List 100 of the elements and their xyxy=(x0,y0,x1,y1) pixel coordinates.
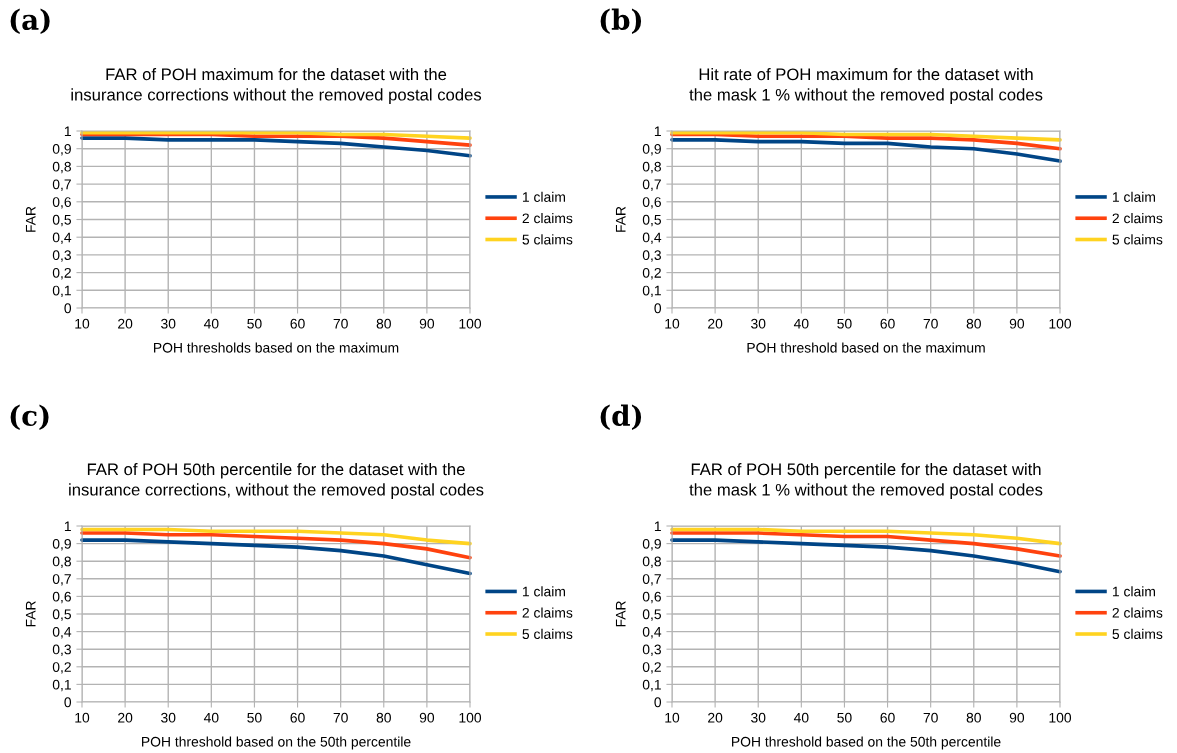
y-tick-label: 1 xyxy=(654,126,661,137)
x-tick-label: 80 xyxy=(966,712,981,723)
x-tick-label: 30 xyxy=(751,712,766,723)
y-tick-label: 0,1 xyxy=(642,679,661,692)
x-axis-title: POH threshold based on the 50th percentile xyxy=(142,736,411,750)
y-tick-label: 1 xyxy=(654,521,661,532)
text: (d) xyxy=(600,404,642,430)
x-tick-label: 20 xyxy=(118,712,133,723)
y-tick-label: 0,8 xyxy=(642,556,661,569)
y-tick-label: 0,4 xyxy=(52,232,72,245)
x-tick-label: 10 xyxy=(75,712,90,723)
y-tick-label: 0,1 xyxy=(642,285,661,298)
x-tick-label: 20 xyxy=(708,712,723,723)
y-tick-label: 0,9 xyxy=(52,144,71,156)
y-tick-label: 0,6 xyxy=(52,591,71,604)
y-tick-label: 0,2 xyxy=(642,267,661,280)
y-tick-label: 0,4 xyxy=(642,626,662,639)
y-tick-label: 0,8 xyxy=(52,161,71,174)
x-tick-label: 50 xyxy=(837,318,852,329)
chart-title: FAR of POH maximum for the dataset with the insurance corrections without the removed postal codes xyxy=(71,68,482,104)
legend-label: 5 claims xyxy=(522,628,573,640)
y-tick-label: 1 xyxy=(64,521,71,532)
x-tick-label: 80 xyxy=(376,318,391,329)
y-axis-title: FAR xyxy=(25,601,36,627)
y-tick-label: 0,8 xyxy=(642,161,661,174)
legend-label: 5 claims xyxy=(1112,234,1163,245)
y-tick-label: 1 xyxy=(64,126,71,137)
y-tick-label: 0,5 xyxy=(642,609,661,621)
x-tick-label: 70 xyxy=(333,712,348,723)
x-tick-label: 30 xyxy=(161,318,176,329)
y-tick-label: 0,7 xyxy=(642,179,661,191)
y-tick-label: 0,7 xyxy=(642,574,661,586)
x-tick-label: 60 xyxy=(880,318,895,329)
x-tick-label: 60 xyxy=(880,712,895,723)
y-tick-label: 0 xyxy=(654,697,662,708)
y-axis-title: FAR xyxy=(615,206,626,232)
y-tick-label: 0,5 xyxy=(52,609,71,621)
x-tick-label: 30 xyxy=(161,712,176,723)
x-tick-label: 90 xyxy=(1009,712,1025,723)
x-tick-label: 60 xyxy=(290,318,305,329)
y-tick-label: 0,2 xyxy=(52,662,71,674)
x-tick-label: 30 xyxy=(751,318,766,329)
y-tick-label: 0,4 xyxy=(642,232,662,245)
y-tick-label: 0,5 xyxy=(642,214,661,227)
text: (b) xyxy=(600,8,642,34)
x-tick-label: 40 xyxy=(203,318,219,329)
x-tick-label: 100 xyxy=(1049,318,1072,329)
y-tick-label: 0,4 xyxy=(52,626,72,639)
x-axis-title: POH threshold based on the maximum xyxy=(747,342,985,353)
legend-label: 1 claim xyxy=(522,191,565,202)
x-tick-label: 90 xyxy=(419,712,435,723)
x-tick-label: 70 xyxy=(333,318,348,329)
legend-label: 5 claims xyxy=(522,234,573,245)
x-tick-label: 10 xyxy=(665,318,680,329)
legend-label: 1 claim xyxy=(522,586,565,597)
chart-title: Hit rate of POH maximum for the dataset with the mask 1 % without the removed postal codes xyxy=(689,68,1043,104)
x-tick-label: 20 xyxy=(118,318,133,329)
y-tick-label: 0,6 xyxy=(642,591,661,604)
x-tick-label: 70 xyxy=(923,318,938,329)
x-tick-label: 70 xyxy=(923,712,938,723)
x-axis-title: POH thresholds based on the maximum xyxy=(154,342,399,353)
y-tick-label: 0,5 xyxy=(52,214,71,227)
x-tick-label: 50 xyxy=(837,712,852,723)
x-tick-label: 50 xyxy=(247,318,262,329)
y-tick-label: 0,8 xyxy=(52,556,71,569)
y-tick-label: 0,3 xyxy=(52,644,71,657)
y-tick-label: 0,9 xyxy=(642,144,661,156)
legend-label: 1 claim xyxy=(1112,191,1155,202)
legend-label: 2 claims xyxy=(1112,213,1163,224)
y-axis-title: FAR xyxy=(615,601,626,627)
x-tick-label: 100 xyxy=(1049,712,1072,723)
x-tick-label: 80 xyxy=(966,318,981,329)
y-tick-label: 0,3 xyxy=(642,644,661,657)
text: (c) xyxy=(10,404,49,430)
y-tick-label: 0,6 xyxy=(642,197,661,209)
y-tick-label: 0,6 xyxy=(52,197,71,209)
legend-label: 2 claims xyxy=(1112,607,1163,618)
chart-title: FAR of POH 50th percentile for the dataset with the insurance corrections, without the removed postal codes xyxy=(69,463,484,499)
legend-label: 2 claims xyxy=(522,607,573,618)
y-tick-label: 0 xyxy=(64,303,72,314)
x-tick-label: 60 xyxy=(290,712,305,723)
x-tick-label: 10 xyxy=(75,318,90,329)
y-tick-label: 0,2 xyxy=(642,662,661,674)
y-tick-label: 0,9 xyxy=(642,538,661,551)
legend-label: 5 claims xyxy=(1112,628,1163,640)
x-tick-label: 40 xyxy=(203,712,219,723)
x-tick-label: 100 xyxy=(459,318,482,329)
y-tick-label: 0,7 xyxy=(52,179,71,191)
y-axis-title: FAR xyxy=(25,206,36,232)
x-tick-label: 20 xyxy=(708,318,723,329)
legend-label: 2 claims xyxy=(522,213,573,224)
x-axis-title: POH threshold based on the 50th percentile xyxy=(732,736,1001,750)
chart-title: FAR of POH 50th percentile for the dataset with the mask 1 % without the removed postal codes xyxy=(689,463,1043,499)
legend-label: 1 claim xyxy=(1112,586,1155,597)
x-tick-label: 90 xyxy=(1009,318,1025,329)
y-tick-label: 0 xyxy=(654,303,662,314)
x-tick-label: 40 xyxy=(793,712,809,723)
y-tick-label: 0,2 xyxy=(52,267,71,280)
y-tick-label: 0,1 xyxy=(52,679,71,692)
x-tick-label: 10 xyxy=(665,712,680,723)
